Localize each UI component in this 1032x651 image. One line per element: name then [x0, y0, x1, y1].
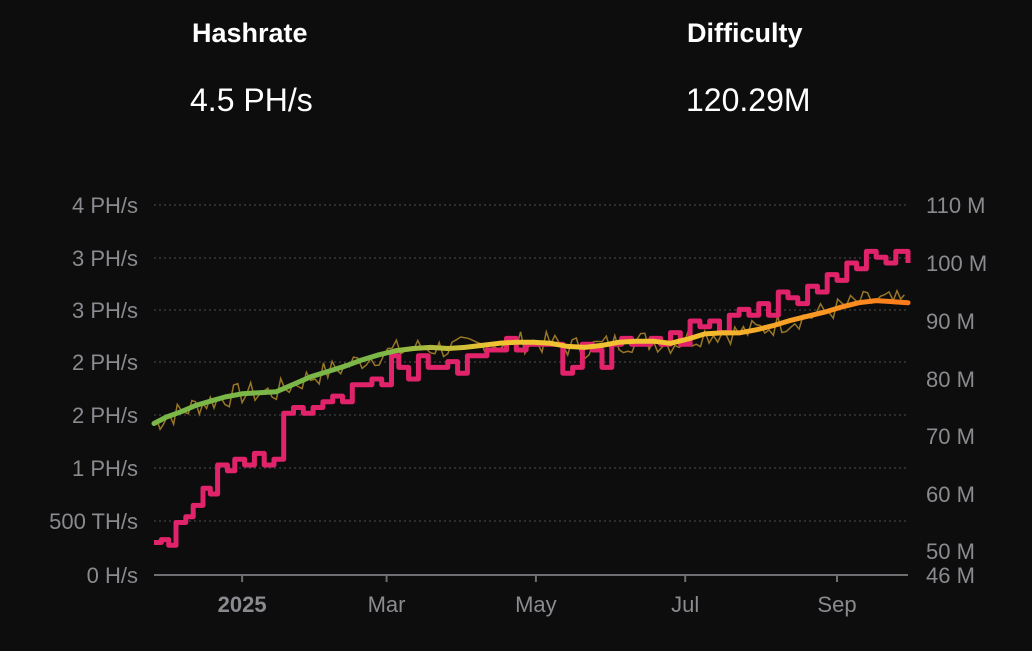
- plot-area: [151, 248, 911, 548]
- right-axis-ticks: 46 M50 M 60 M 70 M 80 M 90 M 100 M 110 M: [926, 193, 987, 588]
- left-axis-ticks: 0 H/s 500 TH/s 1 PH/s 2 PH/s 2 PH/s 3 PH/s 3 P…: [49, 193, 138, 588]
- right-tick-label: 50 M: [926, 539, 975, 564]
- right-tick-label: 46 M: [926, 563, 975, 588]
- left-tick-label: 0 H/s: [87, 563, 138, 588]
- x-tick-label: May: [515, 592, 557, 617]
- right-tick-label: 80 M: [926, 367, 975, 392]
- left-tick-label: 3 PH/s: [72, 246, 138, 271]
- left-tick-label: 500 TH/s: [49, 509, 138, 534]
- x-tick-label: Mar: [368, 592, 406, 617]
- difficulty-value: 120.29M: [686, 82, 811, 118]
- right-tick-label: 110 M: [926, 193, 986, 218]
- right-tick-label: 100 M: [926, 251, 987, 276]
- hashrate-average-line: [151, 298, 911, 426]
- right-tick-label: 90 M: [926, 309, 975, 334]
- difficulty-label: Difficulty: [687, 18, 803, 48]
- hashrate-raw-line: [153, 288, 905, 431]
- difficulty-line: [154, 248, 911, 548]
- x-axis-ticks: 2025 Mar May Jul Sep: [218, 575, 857, 617]
- hashrate-value: 4.5 PH/s: [190, 82, 313, 118]
- hashrate-label: Hashrate: [192, 18, 308, 48]
- x-tick-label: 2025: [218, 592, 267, 617]
- right-tick-label: 70 M: [926, 424, 975, 449]
- left-tick-label: 4 PH/s: [72, 193, 138, 218]
- x-tick-label: Jul: [671, 592, 699, 617]
- left-tick-label: 2 PH/s: [72, 350, 138, 375]
- grid-lines: [154, 204, 908, 522]
- left-tick-label: 2 PH/s: [72, 403, 138, 428]
- right-tick-label: 60 M: [926, 482, 975, 507]
- x-tick-label: Sep: [817, 592, 856, 617]
- left-tick-label: 3 PH/s: [72, 298, 138, 323]
- left-tick-label: 1 PH/s: [72, 456, 138, 481]
